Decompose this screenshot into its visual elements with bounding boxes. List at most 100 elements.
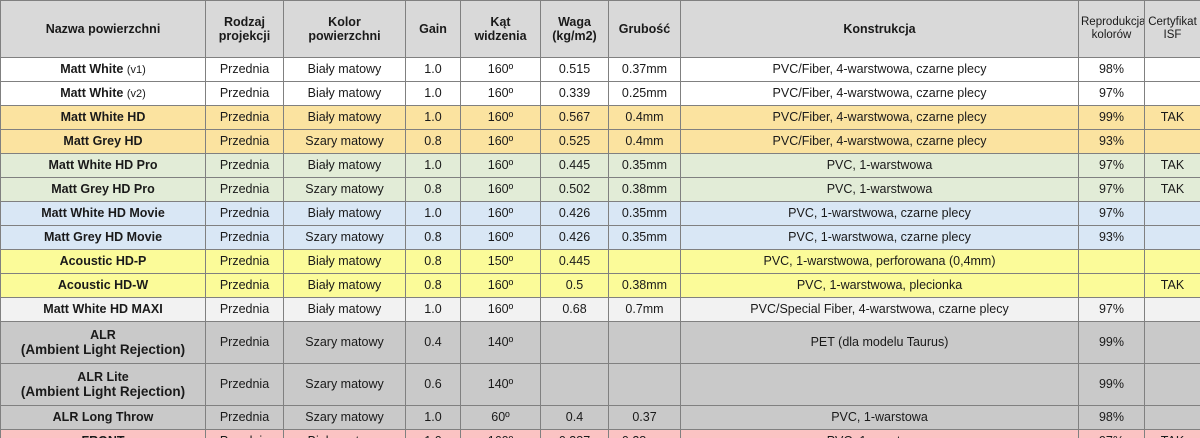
cell-viewing-angle: 160º <box>460 177 541 202</box>
surface-name-text: Matt Grey HD Pro <box>51 182 155 197</box>
cell-color-reproduction <box>1078 249 1145 274</box>
cell-viewing-angle: 160º <box>460 201 541 226</box>
col-header-color-reproduction: Reprodukcja kolorów <box>1078 0 1145 58</box>
table-row: Matt White HD Movie Przednia Biały matowy 1… <box>0 201 1200 226</box>
table-row: Matt White (v1) Przednia Biały matowy 1.0 16… <box>0 57 1200 82</box>
cell-gain: 1.0 <box>405 105 461 130</box>
cell-isf-certificate <box>1144 57 1200 82</box>
cell-color-reproduction: 97% <box>1078 153 1145 178</box>
surface-name-text: Matt White <box>60 62 124 77</box>
cell-color-reproduction: 98% <box>1078 405 1145 430</box>
cell-construction: PVC/Fiber, 4-warstwowa, czarne plecy <box>680 81 1079 106</box>
cell-projection-type: Przednia <box>205 153 284 178</box>
cell-construction: PVC/Fiber, 4-warstwowa, czarne plecy <box>680 57 1079 82</box>
col-header-isf-certificate: Certyfikat ISF <box>1144 0 1200 58</box>
cell-surface-name: FRONT <box>0 429 206 438</box>
cell-gain: 1.0 <box>405 201 461 226</box>
cell-construction: PVC, 1-warstwowa <box>680 429 1079 438</box>
cell-weight: 0.5 <box>540 273 609 298</box>
cell-isf-certificate <box>1144 297 1200 322</box>
cell-weight: 0.4 <box>540 405 609 430</box>
cell-construction: PVC, 1-warstowa <box>680 405 1079 430</box>
cell-projection-type: Przednia <box>205 57 284 82</box>
cell-surface-name: Matt White HD <box>0 105 206 130</box>
cell-viewing-angle: 160º <box>460 153 541 178</box>
cell-projection-type: Przednia <box>205 273 284 298</box>
cell-construction: PVC, 1-warstwowa <box>680 153 1079 178</box>
cell-construction: PVC, 1-warstwowa, plecionka <box>680 273 1079 298</box>
cell-color-reproduction: 98% <box>1078 57 1145 82</box>
cell-weight <box>540 363 609 406</box>
cell-thickness: 0.35mm <box>608 153 681 178</box>
cell-surface-name: ALR Long Throw <box>0 405 206 430</box>
cell-weight: 0.445 <box>540 249 609 274</box>
cell-surface-color: Biały matowy <box>283 429 406 438</box>
cell-color-reproduction: 99% <box>1078 105 1145 130</box>
cell-isf-certificate: TAK <box>1144 429 1200 438</box>
cell-color-reproduction: 97% <box>1078 81 1145 106</box>
cell-gain: 1.0 <box>405 297 461 322</box>
cell-weight <box>540 321 609 364</box>
cell-projection-type: Przednia <box>205 177 284 202</box>
cell-color-reproduction: 97% <box>1078 177 1145 202</box>
cell-thickness: 0.25mm <box>608 81 681 106</box>
cell-color-reproduction: 99% <box>1078 321 1145 364</box>
cell-gain: 0.8 <box>405 129 461 154</box>
cell-construction: PVC, 1-warstwowa, czarne plecy <box>680 225 1079 250</box>
table-row: Matt Grey HD Pro Przednia Szary matowy 0.8 1… <box>0 177 1200 202</box>
cell-viewing-angle: 140º <box>460 363 541 406</box>
cell-isf-certificate <box>1144 225 1200 250</box>
col-header-thickness: Grubość <box>608 0 681 58</box>
cell-thickness: 0.28mm <box>608 429 681 438</box>
col-header-surface-name: Nazwa powierzchni <box>0 0 206 58</box>
cell-isf-certificate <box>1144 249 1200 274</box>
cell-surface-color: Szary matowy <box>283 225 406 250</box>
cell-thickness: 0.4mm <box>608 105 681 130</box>
cell-gain: 0.8 <box>405 177 461 202</box>
cell-viewing-angle: 160º <box>460 129 541 154</box>
col-header-weight: Waga (kg/m2) <box>540 0 609 58</box>
cell-construction: PET (dla modelu Taurus) <box>680 321 1079 364</box>
surface-name-text: Acoustic HD-P <box>59 254 147 269</box>
cell-gain: 0.6 <box>405 363 461 406</box>
cell-surface-color: Biały matowy <box>283 81 406 106</box>
cell-isf-certificate <box>1144 81 1200 106</box>
surface-name-variant: (v2) <box>126 88 146 101</box>
cell-construction <box>680 363 1079 406</box>
cell-viewing-angle: 160º <box>460 297 541 322</box>
surface-name-text: Matt White HD MAXI <box>43 302 163 317</box>
cell-surface-name: Matt White HD MAXI <box>0 297 206 322</box>
cell-color-reproduction: 93% <box>1078 129 1145 154</box>
cell-projection-type: Przednia <box>205 405 284 430</box>
cell-viewing-angle: 140º <box>460 321 541 364</box>
cell-gain: 1.0 <box>405 405 461 430</box>
cell-surface-name: Matt White (v2) <box>0 81 206 106</box>
cell-surface-color: Szary matowy <box>283 129 406 154</box>
cell-surface-color: Szary matowy <box>283 321 406 364</box>
surface-name-text: ALR Lite <box>77 369 129 384</box>
cell-projection-type: Przednia <box>205 201 284 226</box>
cell-isf-certificate: TAK <box>1144 273 1200 298</box>
cell-gain: 0.8 <box>405 225 461 250</box>
cell-projection-type: Przednia <box>205 225 284 250</box>
surface-name-text: ALR Long Throw <box>52 410 154 425</box>
table-body: Matt White (v1) Przednia Biały matowy 1.0 16… <box>0 57 1200 438</box>
cell-surface-color: Biały matowy <box>283 273 406 298</box>
table-row: ALR Lite (Ambient Light Rejection) Przedni… <box>0 363 1200 406</box>
cell-gain: 1.0 <box>405 81 461 106</box>
cell-projection-type: Przednia <box>205 249 284 274</box>
table-row: Matt Grey HD Movie Przednia Szary matowy 0.… <box>0 225 1200 250</box>
table-row: Matt White (v2) Przednia Biały matowy 1.0 16… <box>0 81 1200 106</box>
cell-surface-color: Szary matowy <box>283 363 406 406</box>
table-header: Nazwa powierzchni Rodzaj projekcji Kolor p… <box>0 0 1200 58</box>
surface-name-variant: (v1) <box>126 64 146 77</box>
cell-weight: 0.426 <box>540 201 609 226</box>
cell-viewing-angle: 160º <box>460 225 541 250</box>
cell-construction: PVC, 1-warstwowa, perforowana (0,4mm) <box>680 249 1079 274</box>
surface-name-text: Matt White HD <box>60 110 146 125</box>
surface-name-text: Matt White HD Pro <box>48 158 158 173</box>
cell-thickness: 0.4mm <box>608 129 681 154</box>
cell-weight: 0.525 <box>540 129 609 154</box>
cell-weight: 0.515 <box>540 57 609 82</box>
